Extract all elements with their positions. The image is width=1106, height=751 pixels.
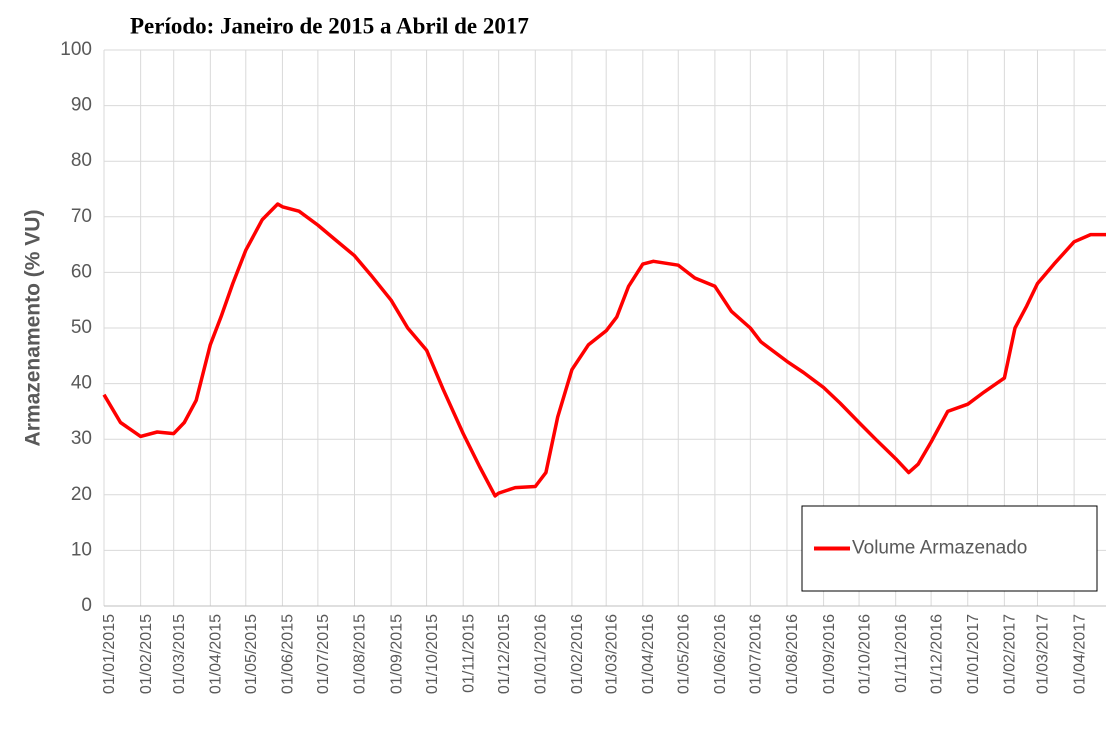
y-tick-label: 30 (71, 428, 92, 449)
chart-title: Período: Janeiro de 2015 a Abril de 2017 (130, 13, 529, 38)
x-tick-label: 01/08/2016 (784, 614, 801, 694)
legend-box (801, 505, 1098, 592)
y-tick-label: 20 (71, 484, 92, 505)
y-tick-label: 60 (71, 261, 92, 282)
x-tick-label: 01/02/2016 (569, 614, 586, 694)
legend: Volume Armazenado (801, 505, 1098, 592)
x-tick-label: 01/08/2015 (352, 614, 369, 694)
x-tick-label: 01/01/2015 (101, 614, 118, 694)
x-tick-label: 01/11/2015 (460, 614, 477, 693)
x-tick-label: 01/04/2016 (640, 614, 657, 694)
y-tick-label: 80 (71, 150, 92, 171)
legend-label: Volume Armazenado (852, 538, 1027, 559)
y-tick-label: 100 (60, 39, 92, 60)
x-tick-label: 01/04/2017 (1071, 614, 1088, 694)
x-tick-label: 01/09/2015 (388, 614, 405, 694)
x-tick-label: 01/09/2016 (821, 614, 838, 694)
x-tick-label: 01/07/2015 (315, 614, 332, 694)
x-tick-label: 01/10/2016 (856, 614, 873, 694)
x-tick-label: 01/04/2015 (208, 614, 225, 694)
x-tick-label: 01/06/2016 (712, 614, 729, 694)
x-tick-label: 01/05/2015 (243, 614, 260, 694)
y-tick-label: 0 (81, 595, 92, 616)
y-tick-label: 90 (71, 95, 92, 116)
x-tick-label: 01/11/2016 (893, 614, 910, 693)
x-tick-label: 01/03/2015 (171, 614, 188, 694)
x-tick-label: 01/07/2016 (748, 614, 765, 694)
y-tick-label: 50 (71, 317, 92, 338)
x-tick-label: 01/02/2017 (1002, 614, 1019, 694)
x-tick-label: 01/01/2016 (533, 614, 550, 694)
x-tick-label: 01/03/2016 (603, 614, 620, 694)
y-tick-label: 40 (71, 373, 92, 394)
x-tick-label: 01/10/2015 (424, 614, 441, 694)
x-tick-label: 01/12/2015 (496, 614, 513, 694)
x-tick-label: 01/03/2017 (1035, 614, 1052, 694)
y-axis-label: Armazenamento (% VU) (22, 210, 45, 447)
x-tick-label: 01/12/2016 (928, 614, 945, 694)
x-tick-label: 01/06/2015 (280, 614, 297, 694)
y-tick-label: 10 (71, 539, 92, 560)
x-tick-label: 01/05/2016 (675, 614, 692, 694)
data-line (102, 202, 1106, 498)
y-tick-label: 70 (71, 206, 92, 227)
x-tick-label: 01/01/2017 (965, 614, 982, 694)
x-tick-label: 01/02/2015 (138, 614, 155, 694)
